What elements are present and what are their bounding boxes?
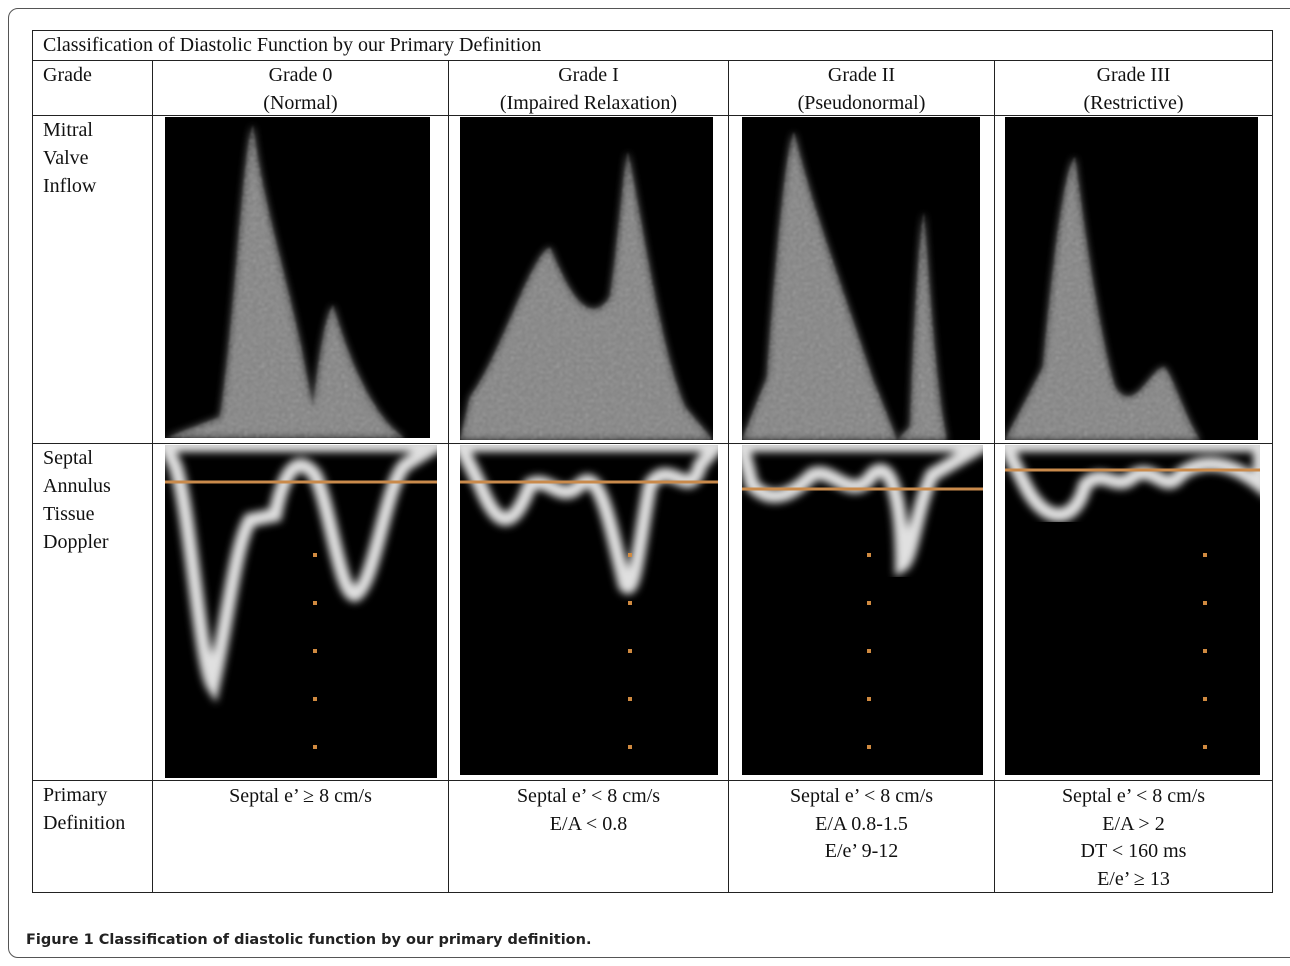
cell-text: (Normal) [263, 92, 338, 114]
marker [867, 649, 871, 653]
cell-text: (Restrictive) [1083, 92, 1184, 114]
cell-text: DT < 160 ms [1080, 840, 1187, 862]
waveform [165, 125, 405, 438]
cell-text: Grade II [827, 64, 896, 86]
doppler-image [1005, 445, 1260, 775]
marker [628, 745, 632, 749]
cell-text: Valve [43, 147, 89, 169]
marker [867, 745, 871, 749]
table-cell: Septal e’ < 8 cm/s E/A > 2 DT < 160 ms E/e’… [994, 780, 1273, 893]
cell-text: E/e’ ≥ 13 [1097, 867, 1170, 890]
waveform [460, 152, 713, 440]
doppler-image [460, 445, 718, 775]
table-cell: Grade III (Restrictive) [994, 60, 1273, 116]
table-cell: Septal Annulus Tissue Doppler [32, 443, 153, 781]
cell-text: Inflow [43, 175, 97, 197]
doppler-image [460, 117, 713, 440]
marker [1203, 553, 1207, 557]
cell-text: Doppler [43, 531, 109, 553]
cell-text: Tissue [43, 503, 95, 525]
marker [628, 553, 632, 557]
cell-text: Grade 0 [268, 64, 333, 86]
doppler-image [165, 445, 437, 778]
waveform [1005, 445, 1260, 522]
marker [313, 697, 317, 701]
table-cell: Mitral Valve Inflow [32, 115, 153, 444]
table-cell: Grade [32, 60, 153, 116]
caption-label: Figure 1 [26, 932, 94, 948]
marker [628, 697, 632, 701]
cell-text: Grade III [1096, 64, 1171, 86]
waveform [742, 445, 983, 577]
marker [313, 649, 317, 653]
marker [628, 601, 632, 605]
cell-text: Grade I [558, 64, 619, 86]
marker [313, 553, 317, 557]
marker [313, 745, 317, 749]
table-cell: Grade II (Pseudonormal) [728, 60, 995, 116]
waveform [742, 132, 947, 440]
cell-text: Septal [43, 447, 93, 469]
doppler-image [1005, 117, 1258, 440]
marker [1203, 601, 1207, 605]
cell-text: E/A > 2 [1102, 812, 1165, 835]
cell-text: Grade [43, 64, 92, 86]
marker [1203, 649, 1207, 653]
table-cell: Grade 0 (Normal) [152, 60, 449, 116]
marker [1203, 697, 1207, 701]
marker [867, 697, 871, 701]
cell-text: (Pseudonormal) [797, 92, 926, 114]
marker [628, 649, 632, 653]
table-cell: Septal e’ ≥ 8 cm/s [152, 780, 449, 893]
cell-text: (Impaired Relaxation) [499, 92, 678, 114]
figure-frame [8, 8, 1290, 958]
cell-text: Septal e’ ≥ 8 cm/s [229, 785, 372, 807]
doppler-image [165, 117, 430, 438]
doppler-image [742, 445, 983, 775]
cell-text: Septal e’ < 8 cm/s [516, 785, 661, 807]
table-cell: Septal e’ < 8 cm/s E/A 0.8-1.5 E/e’ 9-12 [728, 780, 995, 893]
table-cell: Grade I (Impaired Relaxation) [448, 60, 729, 116]
table-cell: Classification of Diastolic Function by … [32, 30, 1273, 61]
waveform [165, 445, 437, 703]
waveform [1005, 157, 1200, 440]
table-cell: Primary Definition [32, 780, 153, 893]
waveform [460, 445, 718, 595]
cell-text: Classification of Diastolic Function by … [43, 34, 542, 56]
marker [1203, 745, 1207, 749]
cell-text: Primary [43, 784, 108, 806]
caption: Figure 1 Classification of diastolic fun… [26, 932, 591, 948]
cell-text: Septal e’ < 8 cm/s [789, 785, 934, 807]
marker [313, 601, 317, 605]
cell-text: Septal e’ < 8 cm/s [1061, 785, 1206, 807]
table-cell: Septal e’ < 8 cm/s E/A < 0.8 [448, 780, 729, 893]
cell-text: E/A < 0.8 [549, 812, 628, 835]
doppler-image [742, 117, 980, 440]
cell-text: E/A 0.8-1.5 [815, 812, 908, 835]
cell-text: Definition [43, 812, 126, 834]
cell-text: Annulus [43, 475, 111, 497]
marker [867, 601, 871, 605]
marker [867, 553, 871, 557]
caption-text: Classification of diastolic function by … [98, 932, 592, 948]
cell-text: Mitral [43, 119, 93, 141]
cell-text: E/e’ 9-12 [824, 840, 899, 862]
